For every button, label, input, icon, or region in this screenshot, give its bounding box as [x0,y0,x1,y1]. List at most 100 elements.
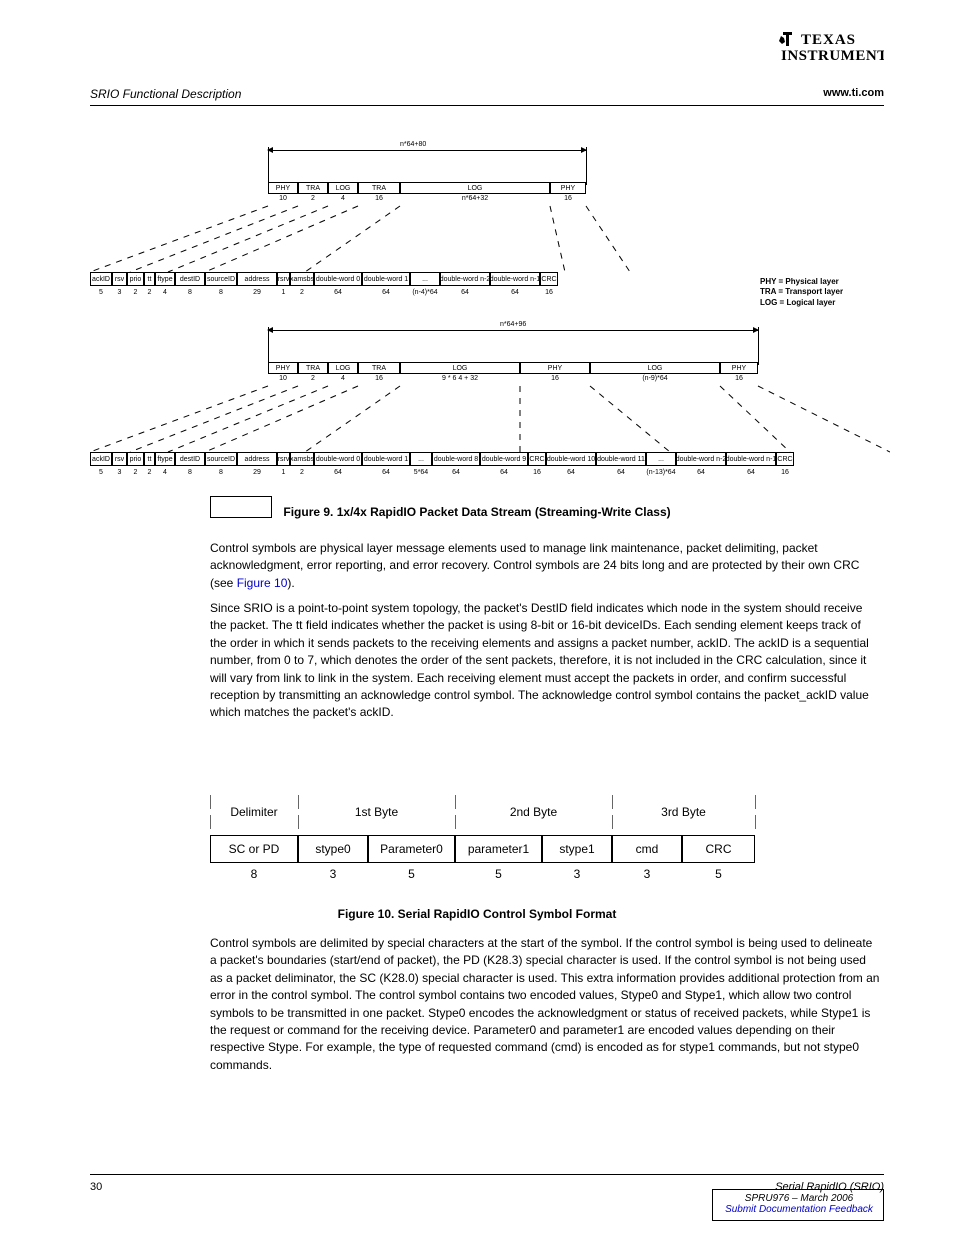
grp: LOG [468,185,483,192]
field-box: double-word n-2 [676,452,726,466]
field-box: ... [410,272,440,286]
field-bits: 16 [776,469,794,476]
field-bits: 64 [314,469,362,476]
grp: TRA [372,185,386,192]
field-bits: 5 [90,469,112,476]
grp: TRA [306,185,320,192]
grp: LOG [336,185,351,192]
field-bits: 3 [112,469,127,476]
field-bits: 3 [112,289,127,296]
field-bits: 16 [528,469,546,476]
field-bits: 64 [676,469,726,476]
page: TEXAS INSTRUMENTS SRIO Functional Descri… [0,0,954,1235]
field-bits: 1 [277,469,290,476]
field-box: ackID [90,452,112,466]
logo-text-bottom: INSTRUMENTS [781,48,884,64]
field-box: double-word n-1 [726,452,776,466]
field-box: ftype [155,452,175,466]
field-bits: 16 [540,289,558,296]
field-box: xamsbs [290,452,314,466]
field-box: destID [175,452,205,466]
field-box: double-word 0 [314,272,362,286]
field-box: double-word 0 [314,452,362,466]
field-bits: 64 [726,469,776,476]
field-bits: 8 [205,469,237,476]
ti-logo: TEXAS INSTRUMENTS [779,30,884,64]
field-bits: 4 [155,469,175,476]
field-bits: 2 [144,469,155,476]
field-box: ackID [90,272,112,286]
hdr: 2nd Byte [455,805,612,819]
diagram-packet-long: n*64+96 PHY TRA LOG TRA LOG PHY LOG PHY … [90,330,890,480]
legend-line: LOG = Logical layer [760,298,843,308]
header-section-title: SRIO Functional Description [90,87,241,101]
field-bits: 2 [144,289,155,296]
cell: cmd [612,835,682,863]
cell: stype0 [298,835,368,863]
field-box: xamsbs [290,272,314,286]
cell: SC or PD [210,835,298,863]
field-box: rsv [112,452,127,466]
field-bits: 64 [362,469,410,476]
field-bits: 64 [490,289,540,296]
cell: parameter1 [455,835,542,863]
field-bits: 4 [155,289,175,296]
cell: stype1 [542,835,612,863]
field-bits: 64 [314,289,362,296]
field-box: sourceID [205,272,237,286]
field-bits: (n-4)*64 [410,289,440,296]
field-bits: 64 [546,469,596,476]
field-bits: 64 [440,289,490,296]
field-bits: 2 [127,469,144,476]
field-bits: 2 [290,469,314,476]
field-box: address [237,452,277,466]
field-box: double-word n-1 [490,272,540,286]
field-box: ... [646,452,676,466]
field-box: tt [144,452,155,466]
span-label: n*64+96 [500,321,526,328]
grp: PHY [276,185,290,192]
field-box: double-word 10 [546,452,596,466]
header-rule [90,105,884,106]
field-box: double-word 9 [480,452,528,466]
field-box: double-word n-2 [440,272,490,286]
field-box: rsrv [277,452,290,466]
figure-9-caption: Figure 9. 1x/4x RapidIO Packet Data Stre… [0,505,954,519]
field-bits: 5 [90,289,112,296]
field-box: CRC [540,272,558,286]
cell: Parameter0 [368,835,455,863]
field-box: address [237,272,277,286]
field-box: destID [175,272,205,286]
field-bits: (n-13)*64 [646,469,676,476]
footer-sub: SPRU976 – March 2006 Submit Documentatio… [714,1193,884,1215]
field-bits: 2 [127,289,144,296]
field-bits: 29 [237,289,277,296]
field-box: prio [127,452,144,466]
field-box: double-word 1 [362,272,410,286]
legend-line: TRA = Transport layer [760,287,843,297]
hdr: 1st Byte [298,805,455,819]
field-bits: 29 [237,469,277,476]
figure-10-caption: Figure 10. Serial RapidIO Control Symbol… [0,907,954,921]
fig9-link-box [210,496,272,518]
body-paragraph-1: Control symbols are physical layer messa… [210,540,880,602]
field-box: double-word 11 [596,452,646,466]
field-bits: 8 [175,289,205,296]
diagram-legend: PHY = Physical layer TRA = Transport lay… [760,277,843,308]
field-box: double-word 1 [362,452,410,466]
field-bits: 64 [596,469,646,476]
field-box: double-word 8 [432,452,480,466]
field-bits: 1 [277,289,290,296]
figure-10-link[interactable]: Figure 10 [237,576,288,590]
hdr: Delimiter [210,805,298,819]
field-box: prio [127,272,144,286]
field-box: rsv [112,272,127,286]
feedback-link[interactable]: Submit Documentation Feedback [725,1204,873,1215]
field-bits: 5*64 [410,469,432,476]
field-box: rsrv [277,272,290,286]
field-bits: 8 [175,469,205,476]
field-bits: 64 [432,469,480,476]
header-link[interactable]: www.ti.com [823,87,884,99]
hdr: 3rd Byte [612,805,755,819]
field-bits: 2 [290,289,314,296]
